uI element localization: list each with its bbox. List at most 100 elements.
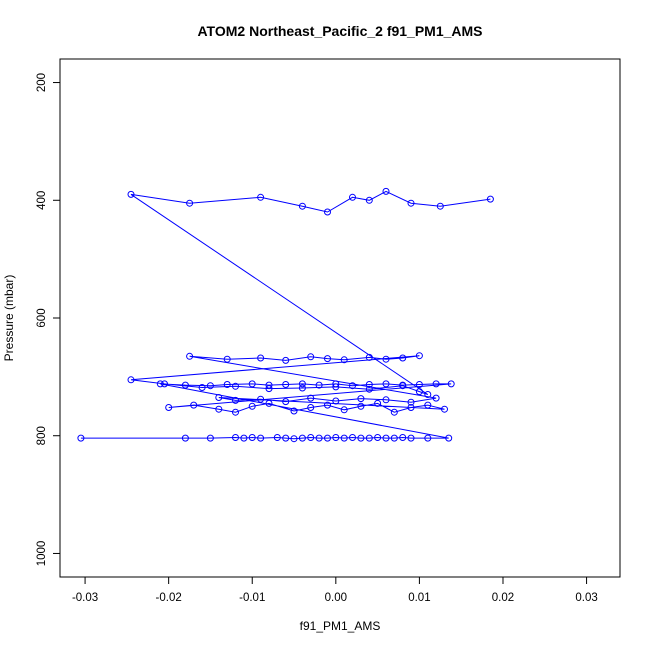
data-point	[374, 399, 382, 407]
data-point	[232, 396, 239, 404]
data-point	[298, 434, 306, 442]
data-point	[298, 380, 306, 388]
data-point	[424, 391, 432, 398]
data-point	[441, 405, 448, 413]
data-point	[340, 406, 348, 414]
chart-title: ATOM2 Northeast_Pacific_2 f91_PM1_AMS	[197, 23, 482, 39]
data-point	[432, 394, 440, 402]
data-point	[447, 380, 455, 388]
data-point	[257, 395, 265, 403]
data-point	[365, 434, 373, 442]
data-point	[186, 352, 194, 360]
data-point	[265, 399, 273, 407]
y-tick-label: 400	[36, 191, 48, 210]
data-point	[165, 404, 173, 411]
data-point	[415, 352, 423, 360]
data-point	[282, 434, 290, 442]
data-point	[415, 381, 423, 388]
data-point	[215, 405, 223, 413]
data-point	[407, 434, 415, 442]
data-point	[399, 434, 407, 441]
data-point	[382, 380, 390, 388]
data-point	[181, 434, 189, 442]
data-point	[357, 434, 365, 442]
data-point	[186, 199, 194, 207]
data-point	[390, 408, 398, 416]
data-point	[77, 434, 85, 442]
data-point	[424, 401, 432, 409]
data-point	[273, 434, 281, 441]
data-point	[365, 385, 373, 393]
data-point	[365, 381, 373, 388]
data-point	[257, 354, 265, 362]
data-point	[324, 355, 331, 363]
data-point	[436, 202, 444, 210]
data-point	[290, 435, 298, 443]
data-point	[298, 202, 306, 210]
data-point	[382, 396, 390, 404]
data-point	[240, 434, 248, 442]
data-point	[340, 356, 348, 364]
data-point	[232, 408, 239, 416]
y-axis-label: Pressure (mbar)	[2, 275, 16, 362]
y-tick-label: 800	[36, 426, 48, 445]
data-point	[324, 208, 331, 216]
data-point	[127, 190, 135, 198]
data-point	[445, 434, 453, 442]
data-point	[232, 382, 239, 390]
data-point	[248, 380, 256, 388]
data-point	[215, 394, 223, 401]
data-point	[282, 356, 290, 364]
data-point	[399, 382, 407, 390]
data-point	[357, 402, 365, 410]
data-point	[407, 398, 415, 406]
data-point	[257, 434, 265, 442]
data-point	[332, 383, 340, 391]
data-point	[190, 401, 198, 409]
data-point	[307, 404, 315, 411]
data-point	[415, 388, 423, 396]
data-point	[282, 398, 290, 406]
data-point	[307, 394, 315, 402]
data-point	[407, 404, 415, 411]
y-tick-label: 1000	[36, 541, 48, 567]
data-point	[332, 380, 340, 388]
data-point	[223, 381, 231, 388]
data-point	[349, 193, 356, 201]
data-point	[265, 381, 273, 389]
y-tick-label: 200	[36, 73, 48, 92]
data-point	[232, 434, 239, 441]
data-point	[257, 193, 265, 201]
data-point	[206, 382, 214, 390]
x-tick-label: 0.01	[408, 592, 430, 604]
data-point	[382, 434, 390, 442]
x-tick-label: -0.02	[156, 592, 182, 604]
data-point	[399, 354, 407, 362]
data-point	[298, 384, 306, 392]
data-point	[382, 187, 390, 195]
data-point	[282, 381, 290, 388]
x-tick-label: 0.00	[325, 592, 347, 604]
data-point	[290, 407, 298, 415]
data-point	[248, 402, 256, 410]
data-point	[324, 434, 331, 442]
data-point	[340, 434, 348, 442]
data-point	[198, 384, 206, 391]
data-point	[357, 395, 365, 403]
data-point	[424, 434, 432, 442]
data-point	[307, 434, 315, 441]
data-point	[332, 397, 340, 405]
data-point	[365, 196, 373, 204]
data-point	[390, 434, 398, 442]
data-point	[206, 434, 214, 442]
data-point	[407, 199, 415, 207]
data-point	[156, 380, 164, 388]
data-point	[248, 434, 256, 441]
y-axis: 200 400 600 800 1000	[36, 73, 60, 566]
data-point	[315, 381, 323, 389]
x-tick-label: 0.03	[575, 592, 597, 604]
plot-area	[77, 187, 494, 443]
x-axis-label: f91_PM1_AMS	[300, 619, 381, 633]
x-axis: -0.03 -0.02 -0.01 0.00 0.01 0.02 0.03	[72, 577, 598, 604]
